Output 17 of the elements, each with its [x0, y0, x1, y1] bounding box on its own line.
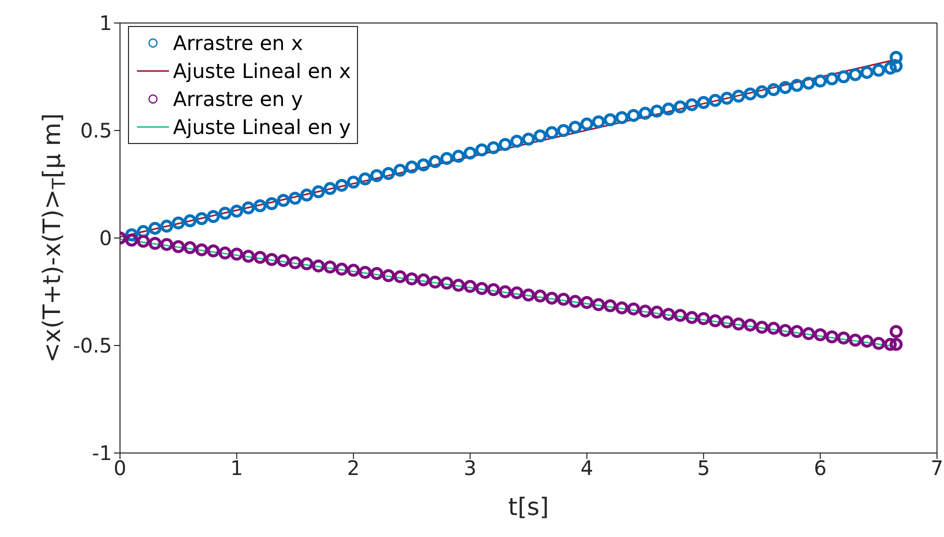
x-tick-label: 1 — [230, 456, 244, 480]
x-tick-label: 3 — [464, 456, 477, 480]
x-tick-label: 2 — [347, 456, 360, 480]
x-tick-label: 7 — [930, 456, 944, 480]
legend-label: Arrastre en y — [173, 86, 303, 113]
legend-label: Ajuste Lineal en x — [173, 58, 351, 85]
y-tick-label: 0 — [99, 226, 112, 250]
x-tick-label: 6 — [814, 456, 827, 480]
legend-label: Arrastre en x — [173, 30, 303, 57]
y-tick-label: 1 — [99, 11, 112, 36]
y-tick-label: 0.5 — [80, 118, 112, 143]
y-tick-label: -1 — [92, 441, 112, 466]
x-tick-label: 5 — [697, 456, 710, 480]
y-tick-label: -0.5 — [72, 334, 112, 358]
legend-label: Ajuste Lineal en y — [173, 114, 351, 141]
x-tick-label: 4 — [580, 456, 594, 480]
x-axis-title: t[s] — [508, 493, 549, 521]
